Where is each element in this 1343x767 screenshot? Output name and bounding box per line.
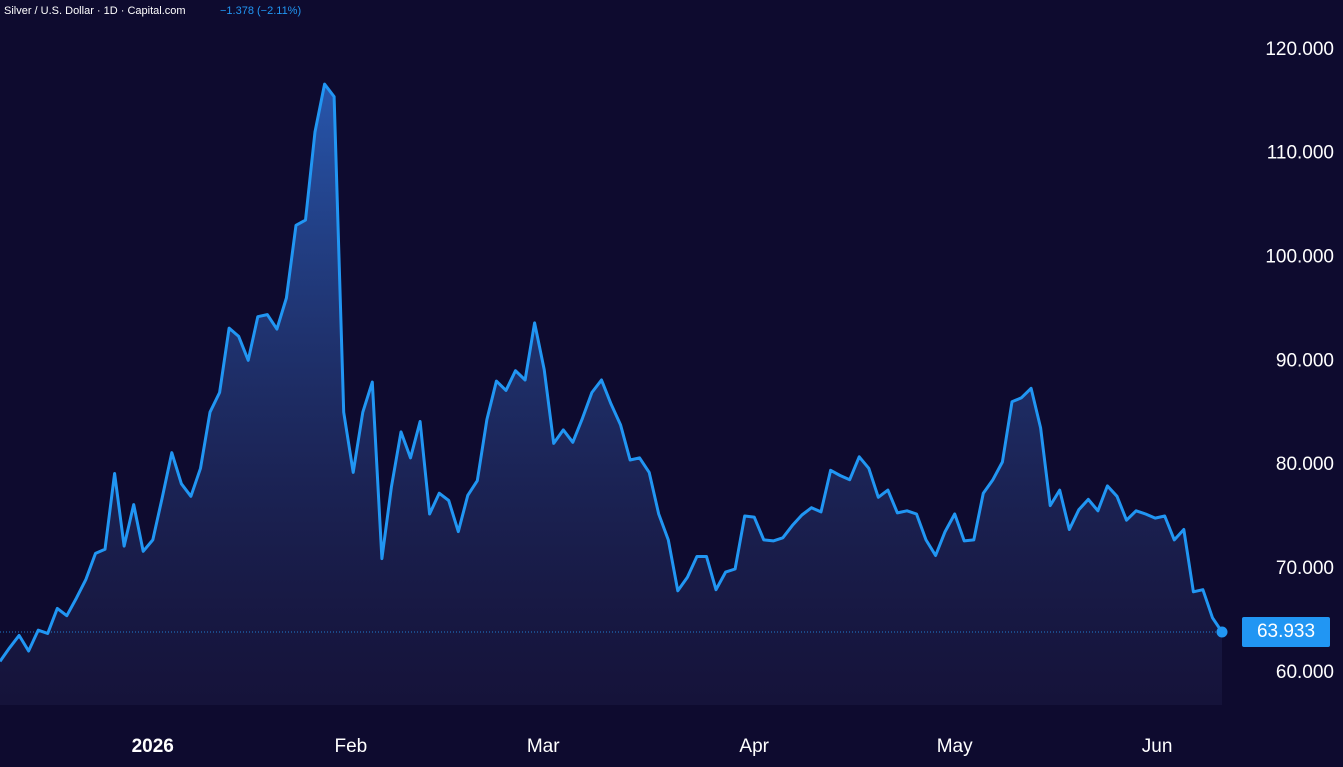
x-tick-label: Jun xyxy=(1142,736,1173,757)
y-tick-label: 80.000 xyxy=(1276,454,1334,475)
price-label-box xyxy=(1242,616,1330,647)
x-tick-label: 2026 xyxy=(132,736,174,757)
y-tick-label: 100.000 xyxy=(1265,247,1334,268)
x-tick-label: Apr xyxy=(739,736,769,757)
last-point xyxy=(1216,626,1228,638)
y-tick-label: 120.000 xyxy=(1265,39,1334,60)
area xyxy=(0,84,1222,706)
x-tick-label: Feb xyxy=(334,736,367,757)
chart-title: Silver / U.S. Dollar · 1D · Capital.com xyxy=(4,5,186,17)
y-tick-label: 110.000 xyxy=(1267,143,1334,164)
y-tick-label: 60.000 xyxy=(1276,662,1334,683)
price-label: 63.933 xyxy=(1257,621,1315,642)
y-tick-label: 70.000 xyxy=(1276,558,1334,579)
x-tick-label: Mar xyxy=(527,736,560,757)
price-line xyxy=(0,82,1224,663)
price-change: −1.378 (−2.11%) xyxy=(220,5,301,17)
x-tick-label: May xyxy=(937,736,973,757)
y-tick-label: 90.000 xyxy=(1276,350,1334,371)
